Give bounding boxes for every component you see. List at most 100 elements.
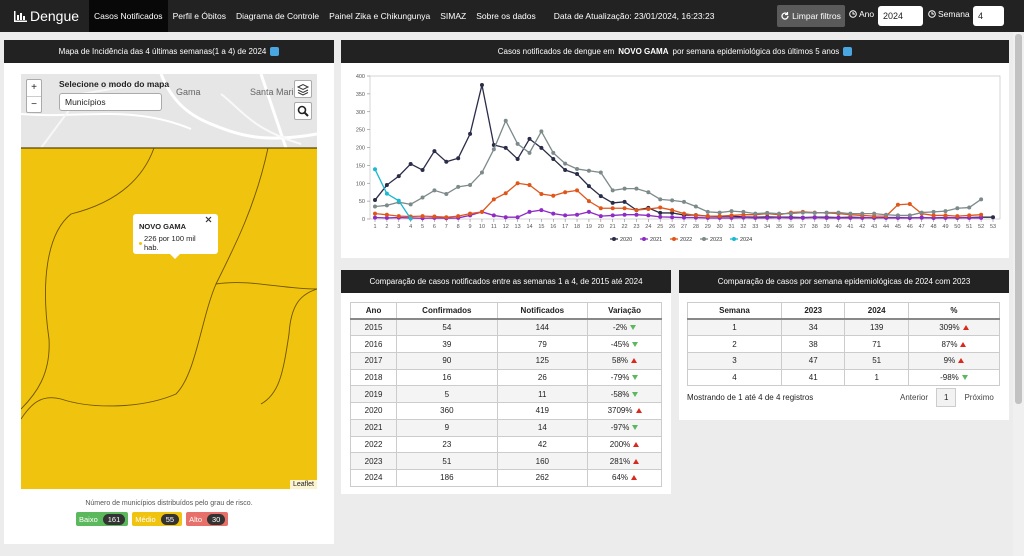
popup-close[interactable] [204,215,214,225]
table-cell: 139 [844,318,909,337]
header-row: Ano Confirmados Notificados Variação [349,302,662,321]
x-tick-label: 25 [657,224,663,230]
data-point [420,214,425,219]
cell-text: 23 [442,439,452,449]
data-point [967,205,972,210]
table2-panel: Comparação de casos por semana epidemiol… [679,270,1009,420]
popup-text: 226 por 100 mil hab. [143,234,196,252]
nav-item[interactable]: Diagrama de Controle [235,11,320,21]
table-cell: 42 [496,435,589,454]
table2-info: Mostrando de 1 até 4 de 4 registros [687,393,814,402]
table-cell: 11 [496,385,589,404]
layers-button[interactable] [294,80,312,98]
chart-title: Casos notificados de dengue em [497,47,615,56]
nav-item[interactable]: Casos Notificados [89,0,168,32]
data-point [408,161,413,166]
header-cell: 2024 [844,302,909,321]
header-row: Semana 2023 2024% [687,302,1001,321]
cell-text: 262 [535,473,549,483]
table-head: Ano Confirmados Notificados Variação [349,302,662,321]
table-cell: -79% [587,368,662,387]
data-point [693,204,698,209]
cell-text: 2017 [364,356,383,366]
prev-page[interactable]: Anterior [900,393,929,402]
cell-text: 47 [808,356,818,366]
x-tick-label: 31 [728,224,734,230]
data-point [384,203,389,208]
pagination: Anterior 1 Próximo [892,388,1002,407]
cell-text: 26 [537,373,547,383]
legend-label: 2020 [620,237,632,243]
cell-text: 11 [538,389,547,399]
data-point [479,170,484,175]
x-tick-label: 14 [526,224,532,230]
mode-select[interactable]: Municípios [59,93,162,111]
series-line [374,119,982,217]
data-point [527,136,532,141]
x-tick-label: 26 [669,224,675,230]
zoom-in[interactable]: + [31,82,37,93]
data-point [444,159,449,164]
scrollbar[interactable] [1013,32,1024,556]
map[interactable]: + − Selecione o modo do mapa Municípios … [21,74,317,489]
data-point [729,213,734,218]
data-point [515,141,520,146]
x-tick-label: 35 [776,224,782,230]
table-row: 2023 51 160 281% [349,452,662,470]
page-number[interactable]: 1 [936,388,957,407]
nav-item[interactable]: SIMAZ [440,11,467,21]
x-tick-label: 34 [764,224,770,230]
data-point [515,156,520,161]
legend-marker [702,237,706,241]
clear-filters-button[interactable]: Limpar filtros [777,5,845,27]
info-icon[interactable] [270,47,280,56]
zoom-out[interactable]: − [27,96,41,113]
table-body: 1 34 139 309% 2 38 71 87% 3 47 51 9% 4 41 1 -98% [687,318,1001,387]
data-point [943,213,948,218]
data-point [539,129,544,134]
table1-title: Comparação de casos notificados entre as… [369,277,643,286]
x-tick-label: 9 [469,224,472,230]
x-tick-label: 51 [966,224,972,230]
table-cell: 2018 [349,368,398,387]
year-label-text: Ano [859,9,875,19]
search-button[interactable] [294,102,312,120]
attribution[interactable]: Leaflet [289,480,317,489]
data-point [384,191,389,196]
data-point [468,211,473,216]
y-tick-label: 100 [356,181,365,187]
data-point [586,209,591,214]
scroll-thumb[interactable] [1015,34,1022,404]
cell-text: 38 [808,339,818,349]
mode-label: Selecione o modo do mapa [59,79,170,89]
week-value: 4 [978,11,984,21]
data-point [491,147,496,152]
y-tick-label: 250 [356,128,365,134]
data-point [598,214,603,219]
table-cell: 2021 [349,418,398,437]
nav-item[interactable]: Painel Zika e Chikungunya [329,11,431,21]
week-select[interactable]: 4 [973,6,1004,26]
brand[interactable]: Dengue [14,8,79,24]
data-point [931,213,936,218]
info-icon[interactable] [843,47,853,56]
next-page[interactable]: Próximo [964,393,994,402]
table-cell: 41 [780,368,846,387]
cell-text: 9 [444,423,450,433]
cell-text: 2015 [364,323,383,333]
search-icon [297,105,309,117]
table-row: 2016 39 79 -45% [349,335,662,354]
year-select[interactable]: 2024 [878,6,923,26]
data-point [955,214,960,219]
x-tick-label: 19 [586,224,592,230]
table-row: 2024 186 262 64% [349,468,662,487]
nav-item[interactable]: Perfil e Óbitos [172,11,226,21]
clear-filters-text: Limpar filtros [792,11,841,21]
data-point [563,168,568,173]
table2-title: Comparação de casos por semana epidemiol… [717,277,971,286]
table-cell: -58% [587,385,662,404]
table-row: 2 38 71 87% [687,335,1001,354]
nav-item[interactable]: Sobre os dados [476,11,536,21]
table-cell: -98% [907,368,1001,387]
